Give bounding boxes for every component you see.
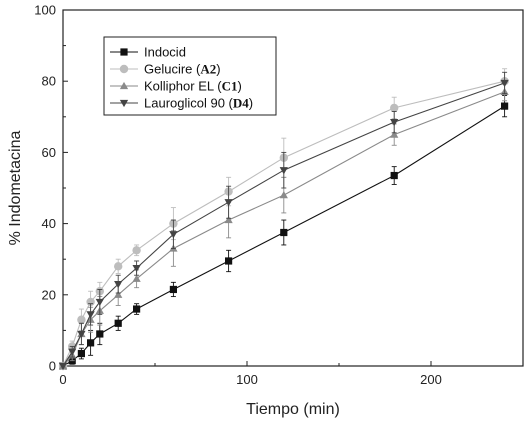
legend-box bbox=[103, 36, 277, 116]
legend-marker bbox=[119, 64, 129, 74]
data-point bbox=[114, 319, 122, 327]
legend-marker bbox=[119, 81, 129, 90]
data-point bbox=[68, 348, 77, 356]
data-point bbox=[279, 167, 288, 175]
data-point bbox=[280, 228, 288, 237]
data-point bbox=[87, 339, 95, 347]
data-point bbox=[169, 285, 177, 294]
data-point bbox=[58, 362, 68, 371]
x-tick-label: 0 bbox=[59, 372, 66, 387]
data-point bbox=[390, 130, 399, 138]
data-point bbox=[96, 330, 104, 338]
data-point bbox=[169, 231, 178, 239]
y-tick-label: 40 bbox=[42, 216, 56, 231]
y-tick-label: 100 bbox=[34, 3, 56, 18]
data-point bbox=[77, 349, 85, 358]
data-point bbox=[86, 311, 95, 319]
y-axis-title: % Indometacina bbox=[7, 131, 24, 246]
data-point bbox=[114, 281, 123, 289]
data-point bbox=[132, 274, 141, 282]
series-layer bbox=[58, 68, 509, 371]
x-tick-label: 200 bbox=[420, 372, 442, 387]
legend-label: Kolliphor EL (C1) bbox=[144, 79, 242, 94]
data-point bbox=[224, 215, 233, 224]
series-line bbox=[62, 82, 505, 367]
legend-label: Gelucire (A2) bbox=[144, 62, 221, 77]
data-point bbox=[390, 171, 398, 180]
legend-marker bbox=[120, 48, 128, 56]
y-tick-label: 0 bbox=[49, 359, 56, 374]
data-point bbox=[390, 103, 399, 113]
data-point bbox=[133, 305, 141, 313]
y-tick-label: 60 bbox=[42, 145, 56, 160]
y-tick-label: 80 bbox=[42, 74, 56, 89]
series-line bbox=[62, 80, 505, 367]
data-point bbox=[114, 290, 123, 298]
data-point bbox=[132, 246, 141, 255]
data-point bbox=[279, 190, 288, 199]
legend-label: Indocid bbox=[144, 45, 186, 60]
data-point bbox=[501, 102, 509, 110]
x-tick-label: 100 bbox=[236, 372, 258, 387]
data-point bbox=[114, 262, 123, 271]
data-point bbox=[132, 264, 141, 273]
data-point bbox=[77, 330, 86, 339]
x-axis-title: Tiempo (min) bbox=[246, 401, 340, 418]
y-tick-label: 20 bbox=[42, 287, 56, 302]
data-point bbox=[77, 315, 86, 324]
axis-ticks: 0 100 200 0 20 40 60 80 100 bbox=[34, 3, 442, 388]
data-point bbox=[225, 257, 233, 265]
data-point bbox=[95, 298, 104, 307]
legend-marker bbox=[119, 99, 129, 108]
data-point bbox=[500, 79, 509, 88]
data-point bbox=[390, 119, 399, 127]
legend-label: Lauroglicol 90 (D4) bbox=[144, 96, 253, 111]
series bbox=[59, 94, 509, 370]
series bbox=[58, 71, 509, 371]
data-point bbox=[224, 199, 233, 207]
legend: Indocid Gelucire (A2) Kolliphor EL (C1) Lau… bbox=[103, 36, 277, 116]
